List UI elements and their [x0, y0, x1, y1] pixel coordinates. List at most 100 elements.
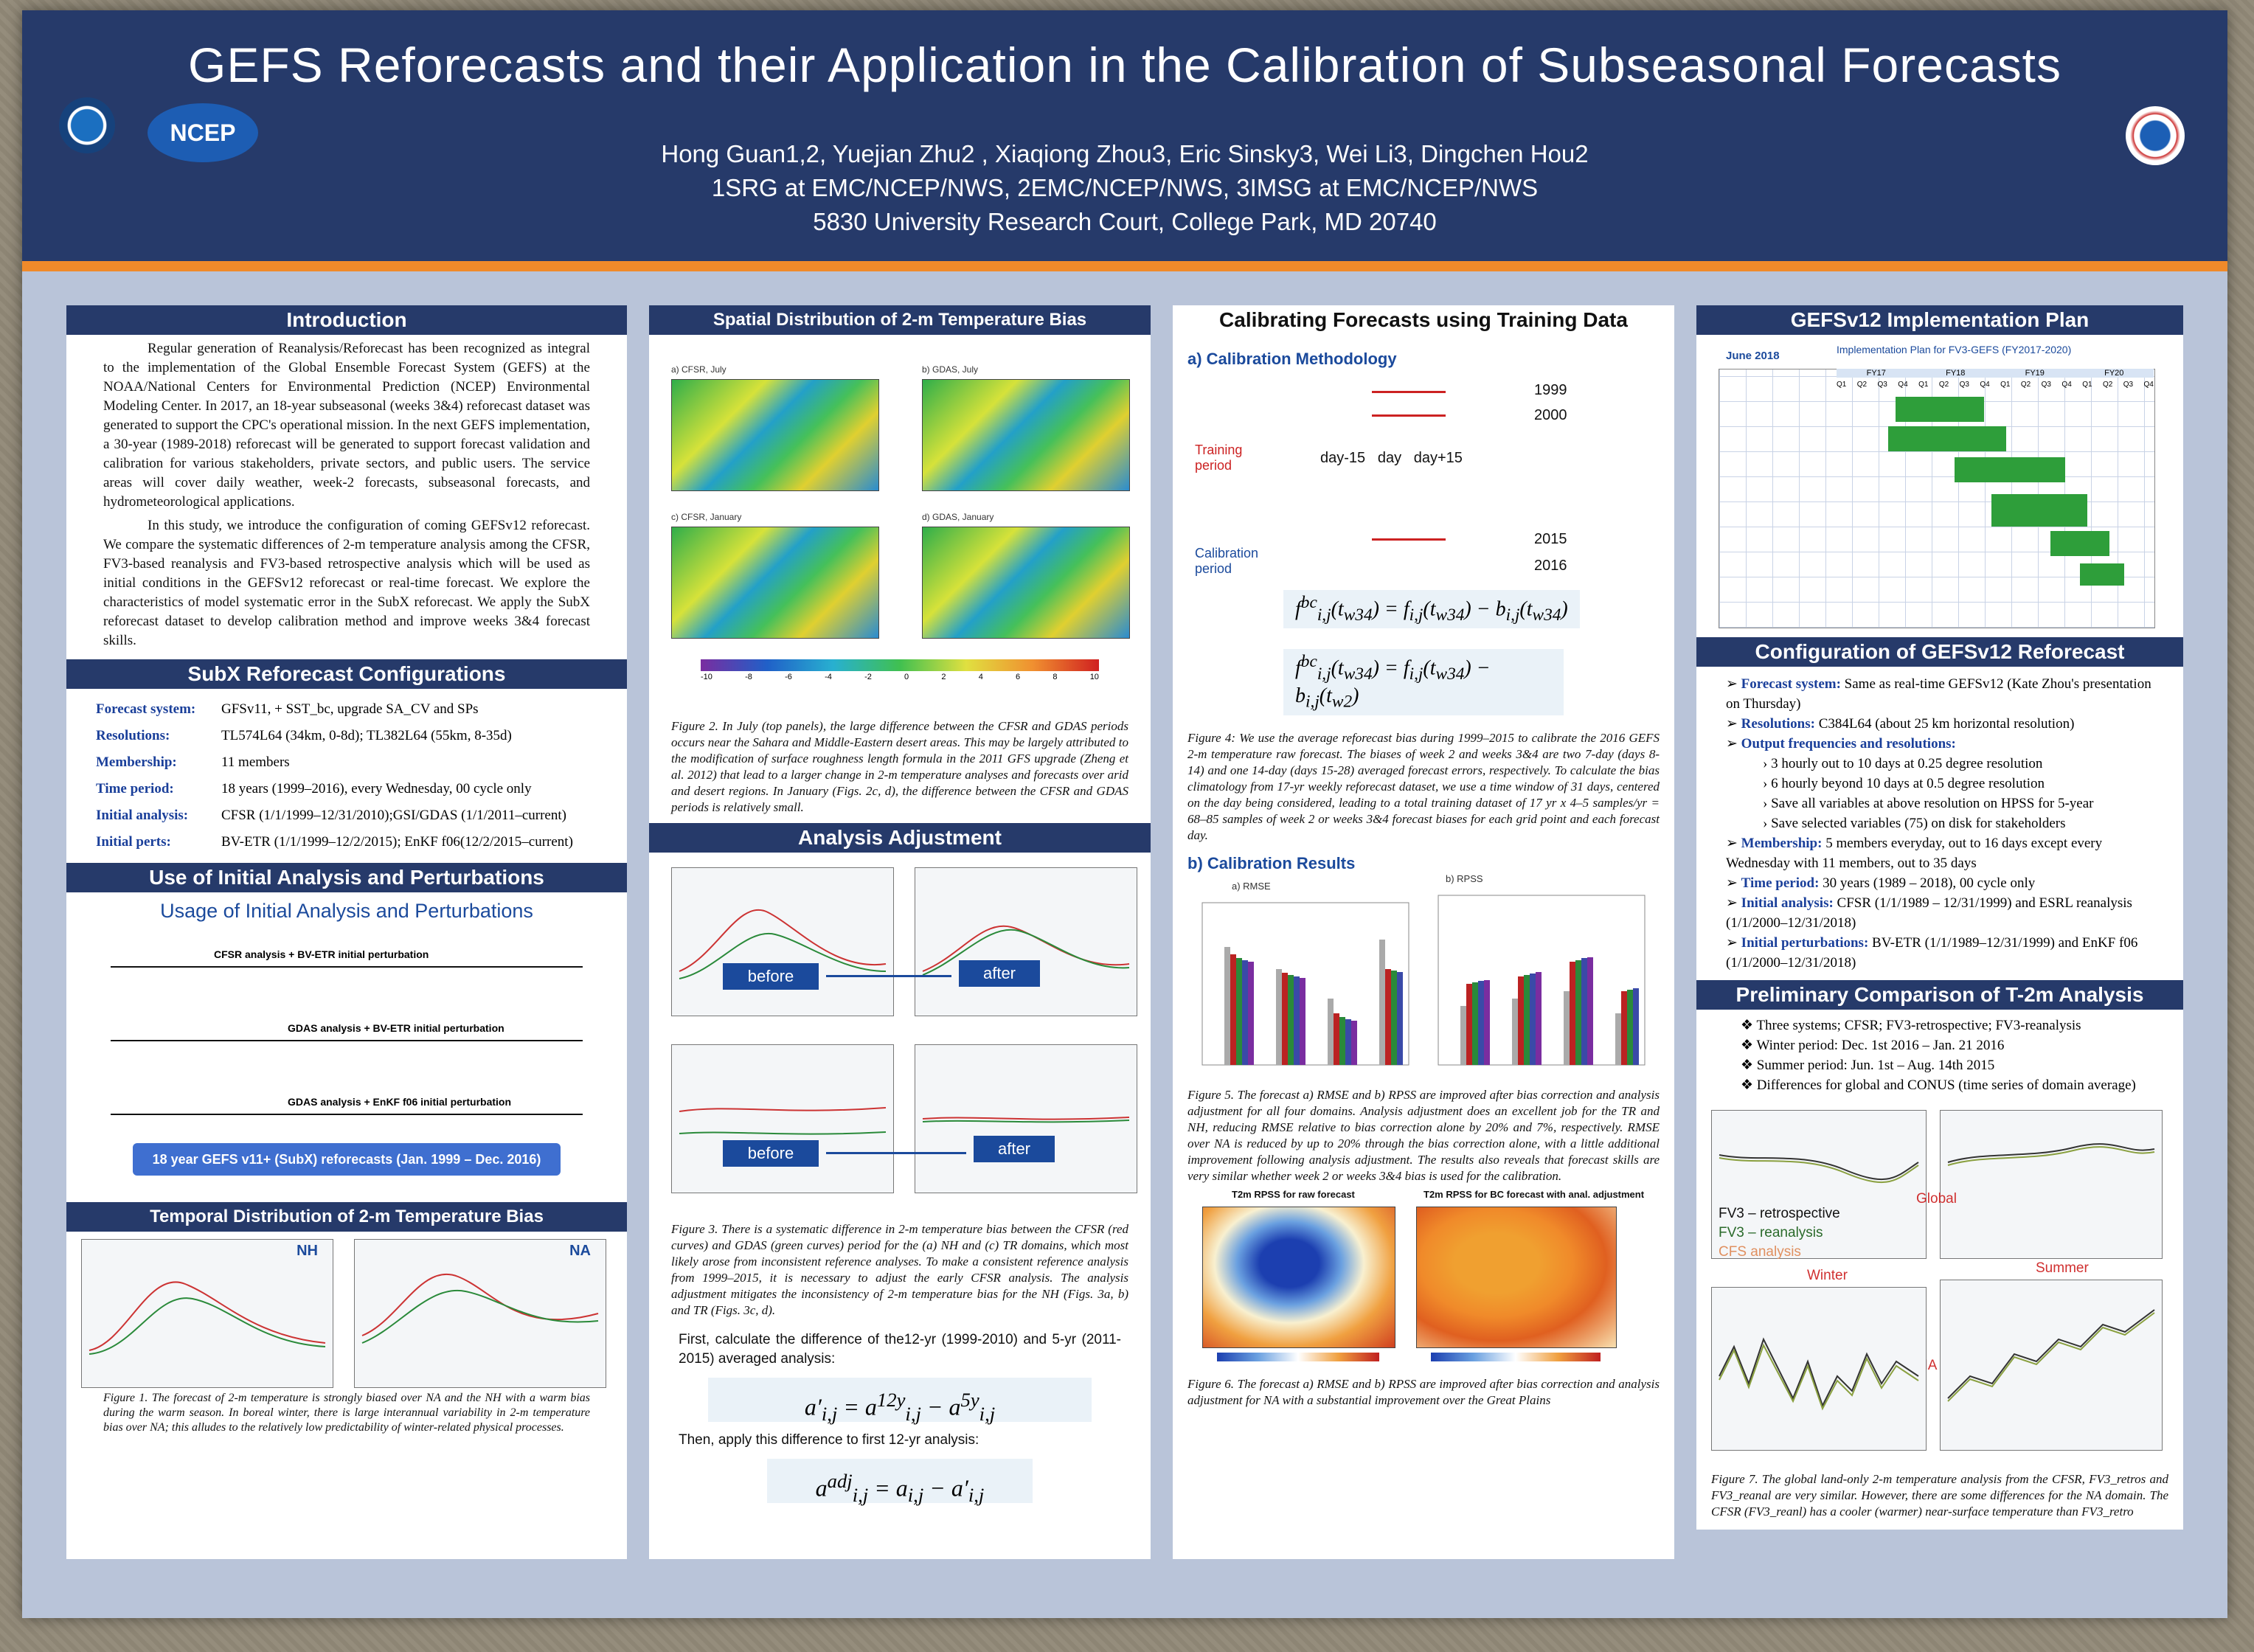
affiliations: 1SRG at EMC/NCEP/NWS, 2EMC/NCEP/NWS, 3IM…	[711, 174, 1539, 201]
timeline-3	[111, 1114, 583, 1115]
use-subtitle: Usage of Initial Analysis and Perturbati…	[160, 900, 533, 922]
colorbar	[701, 659, 1099, 671]
config-subitem-text: 6 hourly beyond 10 days at 0.5 degree re…	[1771, 776, 2045, 791]
figure-3-caption: Figure 3. There is a systematic differen…	[671, 1222, 1128, 1317]
colorbar-tick: -6	[785, 673, 792, 681]
gantt-bar	[1896, 397, 1984, 422]
prelim-plots: FV3 – retrospective FV3 – reanalysis CFS…	[1696, 1095, 2183, 1471]
subx-row: Initial analysis: CFSR (1/1/1999–12/31/20…	[66, 802, 627, 829]
config-list: ➢ Forecast system: Same as real-time GEF…	[1696, 667, 2183, 973]
subx-key: Time period:	[96, 781, 174, 796]
year-line	[1372, 538, 1446, 541]
prelim-item: ❖ Three systems; CFSR; FV3-retrospective…	[1741, 1018, 2081, 1033]
colorbar-tick: 4	[978, 673, 983, 681]
after-label: after	[974, 1136, 1055, 1162]
training-period-label: Training period	[1195, 442, 1243, 473]
prelim-item: ❖ Summer period: Jun. 1st – Aug. 14th 20…	[1741, 1058, 1995, 1073]
map-1-title: T2m RPSS for raw forecast	[1232, 1188, 1355, 1200]
adjust-text-2: Then, apply this difference to first 12-…	[679, 1432, 979, 1448]
timeline-1-label: CFSR analysis + BV-ETR initial perturbat…	[214, 948, 429, 960]
config-subitem: › Save all variables at above resolution…	[1763, 796, 2094, 811]
colorbar-tick: -2	[864, 673, 872, 681]
calib-sub-a: a) Calibration Methodology	[1187, 350, 1397, 368]
ncep-logo-text: NCEP	[170, 119, 236, 146]
equation-2: aadji,j = ai,j − a′i,j	[767, 1459, 1033, 1506]
subx-key: Membership:	[96, 754, 177, 770]
colorbar-tick: 2	[941, 673, 946, 681]
timeline-3-label: GDAS analysis + EnKF f06 initial perturb…	[288, 1096, 512, 1108]
config-subitem: › 6 hourly beyond 10 days at 0.5 degree …	[1763, 776, 2045, 791]
calib-diagram: 1999 2000 2015 2016 Training period Cali…	[1173, 369, 1674, 649]
intro-para-1: Regular generation of Reanalysis/Reforec…	[103, 341, 590, 510]
config-value: 30 years (1989 – 2018), 00 cycle only	[1823, 875, 2036, 891]
prelim-heading: Preliminary Comparison of T-2m Analysis	[1696, 980, 2183, 1010]
plan-date: June 2018	[1726, 350, 1780, 362]
legend-reanal: FV3 – reanalysis	[1719, 1225, 1823, 1240]
config-key: Initial perturbations:	[1741, 935, 1869, 951]
calib-heading: Calibrating Forecasts using Training Dat…	[1173, 305, 1674, 335]
column-4: GEFSv12 Implementation Plan June 2018 Im…	[1696, 305, 2183, 1530]
year-label: 2015	[1534, 531, 1567, 547]
config-item: ➢ Forecast system: Same as real-time GEF…	[1726, 676, 2151, 712]
quarter-label: Q2	[1938, 381, 1949, 389]
nh-without-adjustment	[671, 867, 894, 1016]
quarter-label: Q3	[1877, 381, 1887, 389]
fy-label: FY18	[1946, 369, 1966, 378]
legend-retro: FV3 – retrospective	[1719, 1206, 1840, 1221]
nh-bias-curves	[89, 1281, 326, 1355]
quarter-label: Q1	[2082, 381, 2092, 389]
rpss-label: b) RPSS	[1446, 872, 1483, 884]
na-winter-plot	[1711, 1287, 1927, 1451]
timeline-2	[111, 1040, 583, 1041]
colorbar-tick: -4	[825, 673, 832, 681]
subx-row: Time period: 18 years (1999–2016), every …	[66, 776, 627, 802]
map-label: c) CFSR, January	[671, 512, 742, 522]
column-1: Introduction Regular generation of Reana…	[66, 305, 627, 1559]
quarter-label: Q1	[1918, 381, 1929, 389]
header-stripe	[22, 261, 2227, 271]
figure-1-caption: Figure 1. The forecast of 2-m temperatur…	[103, 1392, 590, 1434]
gantt-fy-row: FY17 FY18 FY19 FY20	[1837, 369, 2154, 378]
colorbar-tick: -8	[745, 673, 752, 681]
gantt-bar	[2050, 531, 2109, 556]
after-label: after	[959, 960, 1040, 987]
config-subitem: › Save selected variables (75) on disk f…	[1763, 816, 2066, 831]
config-value: 5 members everyday, out to 16 days excep…	[1726, 836, 2103, 871]
prelim-item-text: Winter period: Dec. 1st 2016 – Jan. 21 2…	[1756, 1038, 2005, 1053]
colorbar-tick: -10	[701, 673, 712, 681]
before-label: before	[723, 1140, 819, 1167]
adjust-heading: Analysis Adjustment	[649, 823, 1151, 853]
plan-chart-title: Implementation Plan for FV3-GEFS (FY2017…	[1837, 344, 2072, 355]
poster: NCEP GEFS Reforecasts and their Applicat…	[22, 10, 2227, 1618]
colorbar	[1217, 1352, 1379, 1361]
author-block: Hong Guan1,2, Yuejian Zhu2 , Xiaqiong Zh…	[140, 137, 2109, 239]
use-heading: Use of Initial Analysis and Perturbation…	[66, 863, 627, 892]
subx-row: Forecast system: GFSv11, + SST_bc, upgrad…	[66, 696, 627, 723]
calib-results: a) RMSE b) RPSS	[1173, 873, 1674, 1087]
config-subitem: › 3 hourly out to 10 days at 0.25 degree…	[1763, 756, 2043, 771]
formula-2: fbci,j(tw34) = fi,j(tw34) − bi,j(tw2)	[1283, 649, 1564, 715]
gantt-quarter-row: Q1 Q2 Q3 Q4 Q1 Q2 Q3 Q4 Q1 Q2 Q3 Q4 Q1 Q2 Q3 Q4	[1837, 381, 2154, 389]
plan-heading: GEFSv12 Implementation Plan	[1696, 305, 2183, 335]
config-subitem-text: 3 hourly out to 10 days at 0.25 degree r…	[1771, 756, 2043, 771]
temporal-section: NH NA Figure 1. The forecast of 2-m temp…	[66, 1232, 627, 1434]
equation-1: a′i,j = a12yi,j − a5yi,j	[708, 1378, 1092, 1425]
poster-header: NCEP GEFS Reforecasts and their Applicat…	[22, 10, 2227, 261]
spatial-maps: a) CFSR, July b) GDAS, July c) CFSR, Jan…	[649, 335, 1151, 718]
ncep-logo-icon: NCEP	[148, 103, 258, 162]
subx-row: Initial perts: BV-ETR (1/1/1999–12/2/2015…	[66, 829, 627, 856]
map-gdas-july	[922, 379, 1130, 491]
quarter-label: Q3	[1959, 381, 1969, 389]
timeline-2-label: GDAS analysis + BV-ETR initial perturbat…	[288, 1022, 504, 1034]
legend-cfs: CFS analysis	[1719, 1244, 1801, 1260]
subx-key: Initial perts:	[96, 834, 171, 850]
subx-key: Forecast system:	[96, 701, 196, 717]
subx-row: Resolutions: TL574L64 (34km, 0-8d); TL382…	[66, 723, 627, 749]
figure-7-caption: Figure 7. The global land-only 2-m tempe…	[1711, 1472, 2168, 1519]
calib-sub-b: b) Calibration Results	[1187, 853, 1356, 872]
rpss-maps: T2m RPSS for raw forecast T2m RPSS for B…	[1173, 1184, 1674, 1376]
arrow-icon	[826, 975, 951, 977]
column-3: Calibrating Forecasts using Training Dat…	[1173, 305, 1674, 1559]
rmse-label: a) RMSE	[1232, 880, 1271, 892]
config-value: Same as real-time GEFSv12 (Kate Zhou's p…	[1726, 676, 2151, 712]
